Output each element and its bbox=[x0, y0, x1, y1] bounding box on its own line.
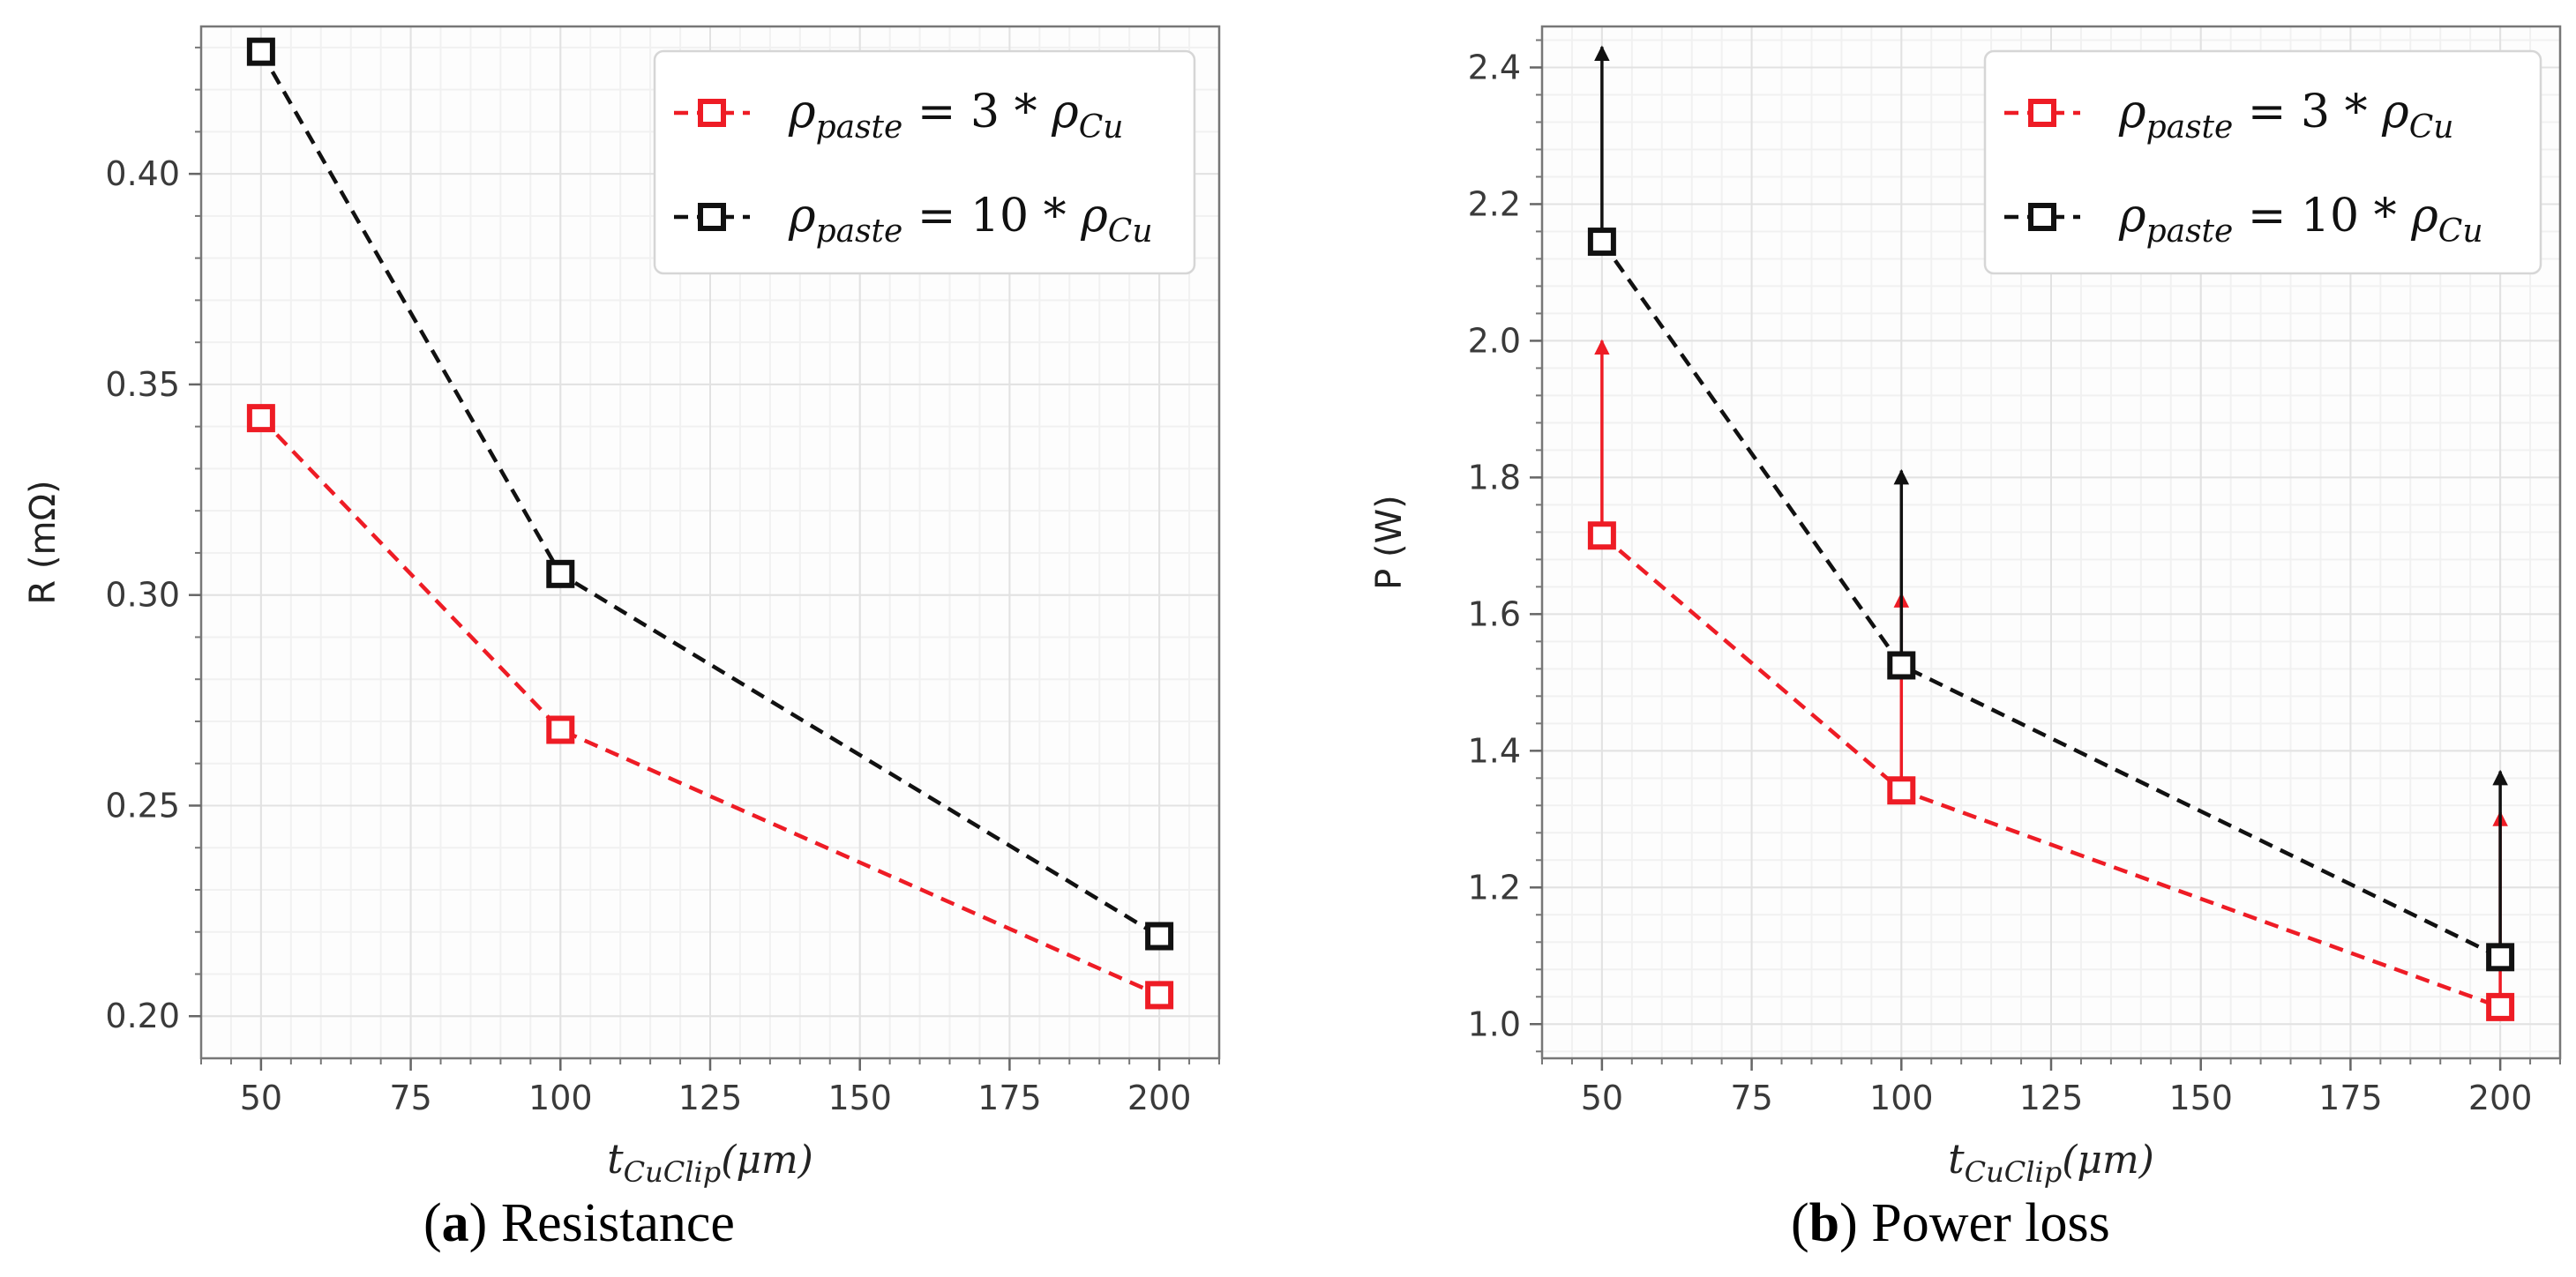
legend-marker bbox=[2028, 99, 2056, 127]
data-point bbox=[1887, 651, 1916, 680]
tick-label-y: 0.35 bbox=[105, 365, 180, 404]
data-point bbox=[246, 37, 275, 66]
tick-label-x: 50 bbox=[1581, 1079, 1623, 1117]
tick-label-y: 2.2 bbox=[1468, 184, 1521, 223]
tick-label-y: 0.20 bbox=[105, 997, 180, 1035]
legend-label: ρpaste = 3 * ρCu bbox=[2118, 86, 2453, 146]
tick-label-x: 100 bbox=[528, 1079, 593, 1117]
data-point bbox=[1587, 228, 1616, 257]
tick-label-x: 100 bbox=[1869, 1079, 1934, 1117]
tick-label-x: 175 bbox=[2318, 1079, 2383, 1117]
data-point bbox=[2486, 992, 2515, 1021]
tick-label-y: 0.25 bbox=[105, 786, 180, 825]
series-line-1 bbox=[1600, 240, 2502, 960]
y-axis-label: R (mΩ) bbox=[23, 480, 64, 604]
data-point bbox=[1587, 521, 1616, 550]
chart-resistance: 50 75 100 125 150 175 200 0.20 0.25 0.30 0.35 0.40 t… bbox=[23, 25, 1221, 1189]
legend-label: ρpaste = 10 * ρCu bbox=[788, 190, 1153, 250]
data-point bbox=[546, 559, 575, 588]
tick-label-x: 200 bbox=[2468, 1079, 2533, 1117]
x-axis-label: tCuClip(μm) bbox=[607, 1135, 813, 1189]
tick-label-x: 150 bbox=[827, 1079, 892, 1117]
data-point bbox=[2486, 943, 2515, 972]
data-point bbox=[1887, 776, 1916, 805]
tick-label-y: 1.0 bbox=[1468, 1004, 1521, 1043]
tick-label-x: 75 bbox=[1730, 1079, 1772, 1117]
tick-label-x: 200 bbox=[1127, 1079, 1192, 1117]
x-axis-label: tCuClip(μm) bbox=[1948, 1135, 2154, 1189]
tick-label-y: 1.8 bbox=[1468, 458, 1521, 497]
legend-box bbox=[653, 49, 1196, 275]
legend-marker bbox=[2028, 203, 2056, 231]
caption-a-letter: a bbox=[441, 1193, 469, 1253]
chart-power-loss: 50 75 100 125 150 175 200 1.0 1.2 1.4 1.6 1.8 2.0 2.2… bbox=[1369, 25, 2562, 1189]
tick-label-y: 0.30 bbox=[105, 576, 180, 615]
data-point bbox=[1145, 981, 1174, 1010]
legend-label: ρpaste = 10 * ρCu bbox=[2118, 190, 2483, 250]
caption-b: (b) Power loss bbox=[1791, 1193, 2110, 1253]
tick-label-y: 2.0 bbox=[1468, 321, 1521, 360]
caption-b-text: Power loss bbox=[1871, 1193, 2110, 1253]
caption-a: (a) Resistance bbox=[423, 1193, 735, 1253]
legend-box bbox=[1983, 49, 2542, 275]
caption-b-letter: b bbox=[1808, 1193, 1840, 1253]
caption-a-text: Resistance bbox=[500, 1193, 735, 1253]
series-line-0 bbox=[259, 416, 1161, 997]
legend-label: ρpaste = 3 * ρCu bbox=[788, 86, 1123, 146]
tick-label-x: 175 bbox=[977, 1079, 1042, 1117]
tick-label-x: 75 bbox=[389, 1079, 431, 1117]
data-point bbox=[546, 715, 575, 744]
tick-label-y: 2.4 bbox=[1468, 48, 1521, 86]
y-axis-label: P (W) bbox=[1369, 495, 1410, 590]
tick-label-x: 50 bbox=[240, 1079, 282, 1117]
tick-label-x: 125 bbox=[2019, 1079, 2084, 1117]
tick-label-x: 150 bbox=[2168, 1079, 2233, 1117]
tick-label-y: 1.2 bbox=[1468, 868, 1521, 907]
tick-label-y: 0.40 bbox=[105, 154, 180, 193]
legend-marker bbox=[698, 99, 726, 127]
data-point bbox=[246, 404, 275, 433]
data-point bbox=[1145, 922, 1174, 951]
tick-label-y: 1.6 bbox=[1468, 594, 1521, 633]
legend-marker bbox=[698, 203, 726, 231]
tick-label-x: 125 bbox=[678, 1079, 743, 1117]
tick-label-y: 1.4 bbox=[1468, 731, 1521, 770]
